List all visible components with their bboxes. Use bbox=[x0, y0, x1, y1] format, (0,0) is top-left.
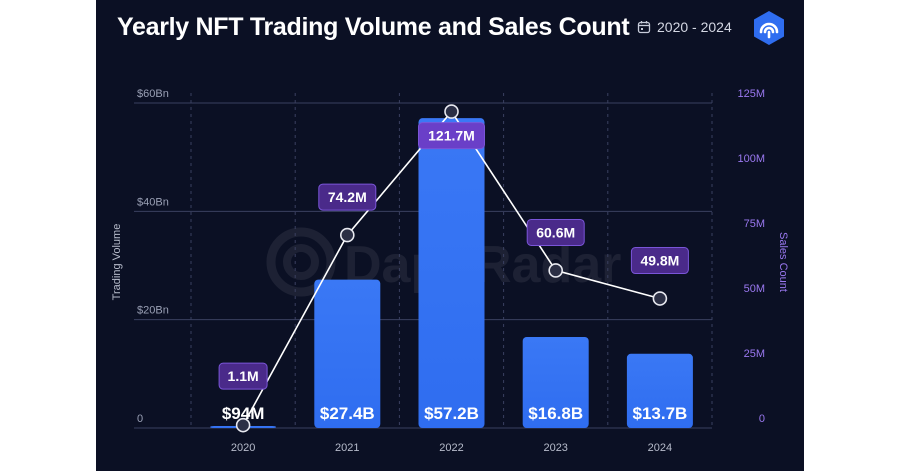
y2-tick-label: 75M bbox=[744, 218, 765, 230]
y-tick-label: $40Bn bbox=[137, 196, 169, 208]
x-tick-label: 2023 bbox=[543, 442, 567, 454]
y-axis-title: Trading Volume bbox=[111, 224, 123, 301]
bar-value-label: $57.2B bbox=[424, 404, 479, 423]
bar-2022 bbox=[418, 118, 485, 429]
y2-tick-label: 100M bbox=[737, 153, 765, 165]
sales-label-box bbox=[218, 362, 268, 390]
date-range[interactable]: 2020 - 2024 bbox=[637, 19, 732, 35]
sales-label-box bbox=[630, 247, 689, 275]
sales-value-label: 74.2M bbox=[328, 189, 367, 205]
bar-2024 bbox=[626, 353, 693, 428]
y2-tick-label: 125M bbox=[737, 88, 765, 100]
bar-value-label: $27.4B bbox=[320, 404, 375, 423]
date-range-label: 2020 - 2024 bbox=[657, 19, 732, 35]
sales-label-box bbox=[318, 183, 377, 211]
bar-2023 bbox=[522, 337, 589, 428]
sales-label-box bbox=[526, 218, 585, 246]
x-tick-label: 2020 bbox=[231, 442, 255, 454]
combo-chart: DappRadar 0$20Bn$40Bn$60Bn025M50M75M100M… bbox=[111, 88, 789, 454]
y-tick-label: 0 bbox=[137, 413, 143, 425]
x-tick-label: 2022 bbox=[439, 442, 463, 454]
y2-tick-label: 25M bbox=[744, 348, 765, 360]
chart-title: Yearly NFT Trading Volume and Sales Coun… bbox=[117, 13, 630, 41]
y2-tick-label: 50M bbox=[744, 283, 765, 295]
bar-value-label: $16.8B bbox=[528, 404, 583, 423]
x-tick-label: 2021 bbox=[335, 442, 359, 454]
bar-value-label: $13.7B bbox=[632, 404, 687, 423]
chart-panel: Yearly NFT Trading Volume and Sales Coun… bbox=[96, 0, 804, 471]
sales-point-2020 bbox=[235, 417, 251, 433]
y2-tick-label: 0 bbox=[759, 413, 765, 425]
sales-value-label: 121.7M bbox=[428, 128, 475, 144]
bar-2021 bbox=[314, 279, 381, 428]
sales-value-label: 60.6M bbox=[536, 224, 575, 240]
y-tick-label: $20Bn bbox=[137, 305, 169, 317]
sales-point-2021 bbox=[340, 227, 355, 243]
sales-point-2024 bbox=[652, 291, 668, 306]
sales-point-2022 bbox=[444, 104, 459, 119]
sales-value-label: 49.8M bbox=[640, 253, 679, 269]
y2-axis-title: Sales Count bbox=[777, 232, 789, 292]
x-tick-label: 2024 bbox=[648, 442, 672, 454]
dappradar-logo-icon[interactable] bbox=[751, 10, 787, 46]
sales-point-2023 bbox=[548, 263, 564, 278]
calendar-icon bbox=[637, 21, 651, 34]
bar-value-label: $94M bbox=[222, 404, 265, 423]
sales-value-label: 1.1M bbox=[228, 368, 259, 384]
y-tick-label: $60Bn bbox=[137, 88, 169, 100]
sales-label-box bbox=[418, 122, 485, 150]
